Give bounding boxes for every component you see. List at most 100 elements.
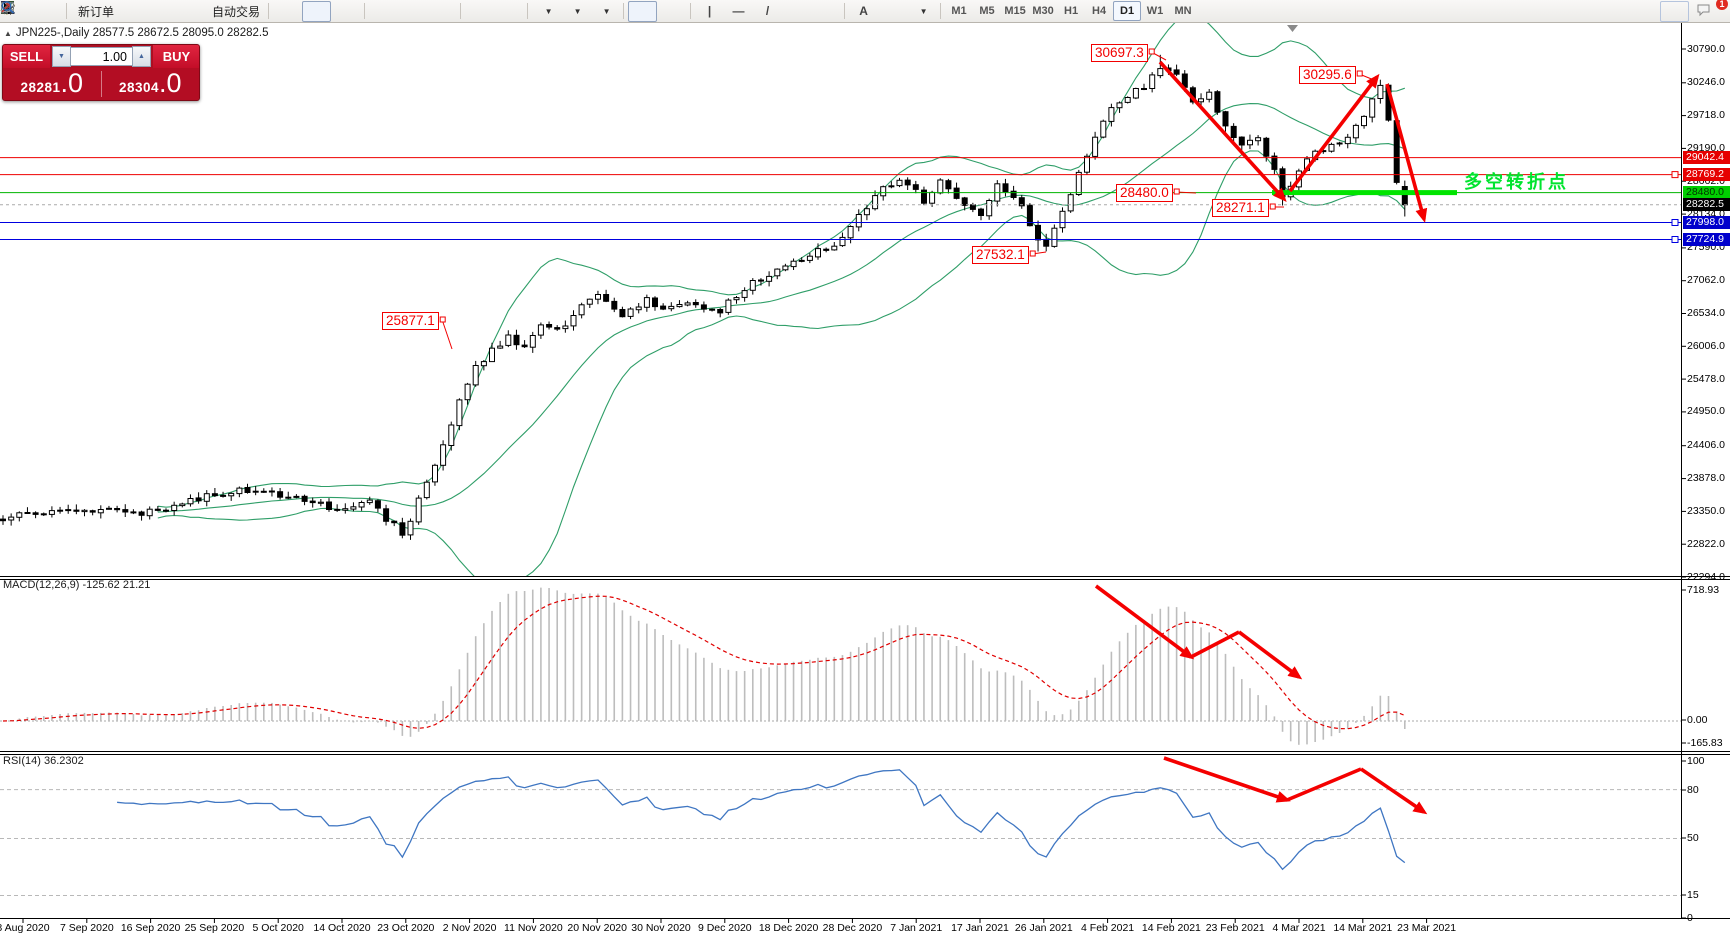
price-callout-label[interactable]: 28480.0 [1116,184,1173,202]
buy-price-main: 28304 [118,80,159,95]
timeframe-m5-button[interactable]: M5 [979,5,995,17]
notification-badge: 1 [1716,0,1728,10]
separator [460,3,462,19]
rsi-pane [0,769,1681,896]
volume-input[interactable] [71,47,132,66]
separator [690,3,692,19]
sell-button[interactable]: SELL [3,45,50,68]
price-tick-label: 24950.0 [1687,405,1725,418]
buy-button[interactable]: BUY [153,45,199,68]
chart-shift-marker[interactable] [1287,25,1298,32]
crosshair-button[interactable] [1,1,686,22]
search-button[interactable] [1,0,1689,22]
timeframe-h4-button[interactable]: H4 [1092,5,1107,17]
timeframe-group: M1 M5 M15 M30 H1 H4 D1 W1 MN [945,1,1197,21]
collapse-arrow-icon[interactable]: ▲ [4,28,12,38]
separator [527,3,529,19]
date-axis-label: 11 Nov 2020 [504,922,563,934]
trend-arrow[interactable] [1385,83,1428,223]
timeframe-mn-button[interactable]: MN [1174,5,1192,17]
channel-button[interactable]: E [1,1,811,22]
trendline-segment[interactable] [1272,190,1457,196]
trend-arrow[interactable] [1163,756,1291,803]
chart-profile-button[interactable] [1,1,62,22]
trendline-button[interactable]: / [753,1,782,22]
timeframe-d1-button[interactable]: D1 [1113,1,1142,21]
trend-arrow[interactable] [1286,767,1362,802]
price-tick-label: 25478.0 [1687,372,1725,385]
candlestick-chart-button[interactable] [2,0,332,22]
line-handle[interactable] [1671,236,1679,243]
shapes-button[interactable]: ▼ [1,1,936,22]
price-tick-label: 22822.0 [1687,537,1725,550]
separator [940,3,942,19]
divider [100,71,102,97]
bollinger-upper-band [157,23,1405,508]
date-axis-label: 4 Mar 2021 [1272,922,1326,934]
price-callout-label[interactable]: 27532.1 [972,246,1029,264]
timeframe-m1-button[interactable]: M1 [951,5,967,17]
tile-windows-button[interactable] [1,1,456,22]
callout-connectors [439,48,1375,350]
buy-price-pips: .0 [159,68,182,98]
chevron-down-icon: ▼ [573,6,582,16]
chart-shift-button[interactable] [1,1,523,22]
price-tick-label: 26534.0 [1687,307,1725,319]
price-tick-label: 22294.0 [1687,570,1725,583]
timeframe-m15-button[interactable]: M15 [1004,5,1026,17]
timeframe-w1-button[interactable]: W1 [1146,5,1164,17]
price-tick-label: 23878.0 [1687,472,1725,485]
macd-signal-line [2,595,1406,730]
trend-arrow[interactable] [1190,630,1240,659]
price-callout-label[interactable]: 30697.3 [1091,44,1148,62]
text-label-button[interactable]: T [1,1,907,22]
trend-arrow[interactable] [1094,584,1195,660]
cursor-button[interactable] [4,0,658,22]
metaeditor-button[interactable] [1,1,147,22]
signals-button[interactable] [2,1,205,22]
terminal-button[interactable] [1,1,176,22]
timeframe-m30-button[interactable]: M30 [1032,5,1054,17]
date-axis-label: 18 Dec 2020 [758,922,819,934]
price-callout-label[interactable]: 28271.1 [1212,199,1269,217]
date-axis-label: 14 Oct 2020 [313,922,371,934]
annotation-note[interactable]: 多空转折点 [1464,172,1569,192]
periods-button[interactable]: ▼ [1,1,590,22]
line-chart-button[interactable] [0,1,360,22]
vertical-line-icon: | [707,4,712,18]
volume-decrease-button[interactable]: ▼ [52,46,71,67]
vertical-line-button[interactable]: | [695,1,724,22]
templates-button[interactable]: ▼ [1,1,619,22]
indicators-button[interactable]: ▼ [1,1,561,22]
trend-arrow[interactable] [1237,630,1303,680]
volume-increase-button[interactable]: ▲ [132,46,151,67]
date-axis-label: 25 Sep 2020 [184,922,245,934]
macd-pane [0,587,1681,745]
zoom-in-button[interactable] [2,1,398,22]
price-callout-label[interactable]: 25877.1 [382,312,439,330]
notifications-button[interactable]: 1 [1695,0,1728,22]
price-callout-label[interactable]: 30295.6 [1299,66,1356,84]
line-handle[interactable] [1671,171,1679,179]
horizontal-line-button[interactable]: — [724,1,753,22]
text-button[interactable]: A [849,1,878,22]
trend-arrow[interactable] [1158,60,1287,202]
auto-scroll-button[interactable] [1,1,494,22]
timeframe-h1-button[interactable]: H1 [1064,5,1079,17]
price-tick-label: 27062.0 [1687,274,1725,287]
chevron-down-icon: ▼ [602,6,611,16]
bollinger-lower-band [157,150,1406,576]
buy-price[interactable]: 28304.0 [102,68,200,100]
trend-arrow[interactable] [1359,767,1428,815]
bar-chart-button[interactable] [1,1,302,22]
price-tick-label: 30246.0 [1687,76,1725,89]
sell-price[interactable]: 28281.0 [3,68,101,100]
new-order-button[interactable]: 新订单 [2,1,118,22]
line-handle[interactable] [1671,219,1679,226]
fibonacci-button[interactable]: F [2,1,840,22]
autotrading-button[interactable]: 自动交易 [1,1,264,22]
zoom-out-button[interactable] [2,1,427,22]
date-axis-label: 5 Oct 2020 [252,922,304,934]
trend-arrow[interactable] [1288,73,1380,193]
